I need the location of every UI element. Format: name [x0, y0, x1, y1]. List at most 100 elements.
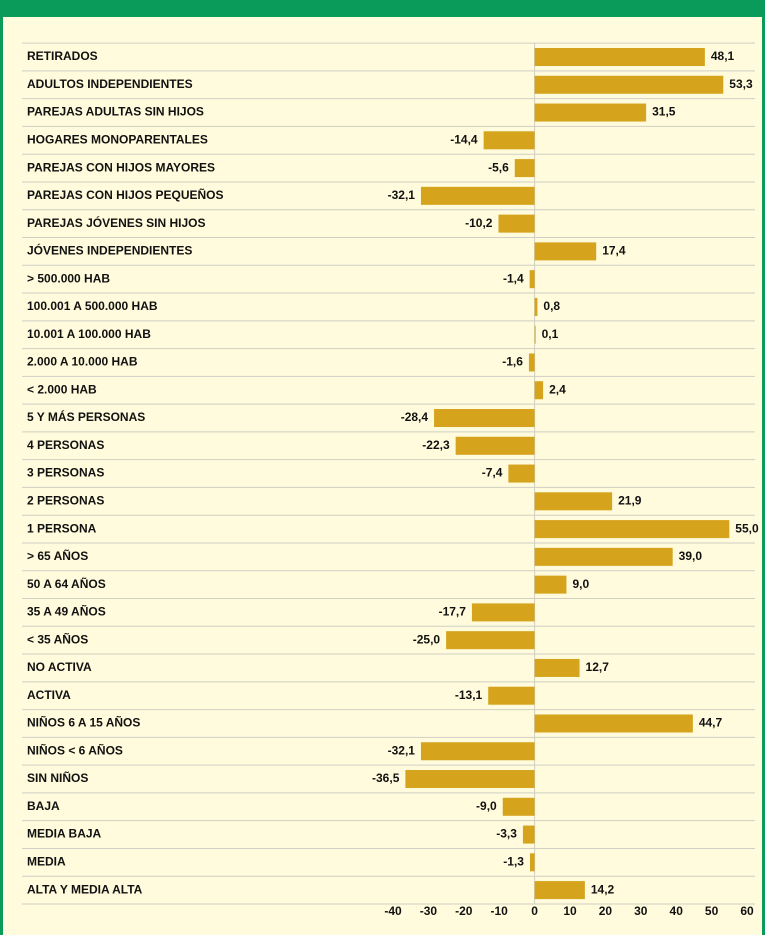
- value-label: 55,0: [735, 521, 759, 535]
- category-label: NO ACTIVA: [27, 660, 92, 674]
- bar: [529, 270, 535, 289]
- category-label: 10.001 A 100.000 HAB: [27, 327, 151, 341]
- bar: [502, 797, 535, 816]
- category-label: HOGARES MONOPARENTALES: [27, 132, 208, 146]
- x-tick-label: -30: [420, 904, 438, 918]
- category-label: RETIRADOS: [27, 49, 98, 63]
- x-tick-label: 0: [531, 904, 538, 918]
- category-label: PAREJAS CON HIJOS MAYORES: [27, 160, 215, 174]
- value-label: 9,0: [572, 577, 589, 591]
- value-label: 39,0: [679, 549, 703, 563]
- value-label: -13,1: [455, 688, 483, 702]
- category-label: 35 A 49 AÑOS: [27, 604, 106, 619]
- category-label: 3 PERSONAS: [27, 466, 104, 480]
- bar: [420, 742, 535, 761]
- category-label: PAREJAS CON HIJOS PEQUEÑOS: [27, 187, 224, 202]
- category-label: 1 PERSONA: [27, 521, 97, 535]
- category-label: > 500.000 HAB: [27, 271, 110, 285]
- x-tick-label: 20: [599, 904, 613, 918]
- category-label: ADULTOS INDEPENDIENTES: [27, 77, 193, 91]
- category-label: NIÑOS 6 A 15 AÑOS: [27, 715, 140, 730]
- value-label: 31,5: [652, 105, 676, 119]
- value-label: -7,4: [482, 466, 503, 480]
- bar: [534, 547, 673, 566]
- bar: [534, 103, 647, 122]
- x-tick-label: 40: [670, 904, 684, 918]
- x-tick-label: -10: [491, 904, 509, 918]
- value-label: -9,0: [476, 799, 497, 813]
- bar: [534, 48, 705, 66]
- value-label: 0,8: [543, 299, 560, 313]
- bar: [534, 520, 730, 539]
- category-label: ALTA Y MEDIA ALTA: [27, 882, 143, 896]
- category-label: SIN NIÑOS: [27, 770, 88, 785]
- category-label: < 2.000 HAB: [27, 382, 97, 396]
- bar: [534, 575, 567, 594]
- x-tick-label: 50: [705, 904, 719, 918]
- value-label: -3,3: [496, 827, 517, 841]
- value-label: -1,3: [503, 855, 524, 869]
- bar: [528, 353, 535, 372]
- value-label: -28,4: [401, 410, 429, 424]
- value-label: 14,2: [591, 882, 615, 896]
- bar: [534, 75, 724, 94]
- value-label: -36,5: [372, 771, 400, 785]
- bar: [534, 658, 580, 677]
- value-label: -5,6: [488, 160, 509, 174]
- bar: [534, 325, 536, 344]
- x-tick-label: -40: [384, 904, 402, 918]
- bar: [534, 297, 538, 316]
- x-tick-label: -20: [455, 904, 473, 918]
- category-label: 50 A 64 AÑOS: [27, 576, 106, 591]
- value-label: -17,7: [439, 605, 467, 619]
- bar: [405, 770, 535, 789]
- category-label: 5 Y MÁS PERSONAS: [27, 409, 145, 424]
- value-label: 0,1: [542, 327, 559, 341]
- category-label: MEDIA BAJA: [27, 827, 102, 841]
- value-label: -25,0: [413, 632, 441, 646]
- category-label: 100.001 A 500.000 HAB: [27, 299, 158, 313]
- value-label: 53,3: [729, 77, 753, 91]
- value-label: -32,1: [388, 188, 416, 202]
- bar: [488, 686, 535, 705]
- x-tick-label: 30: [634, 904, 648, 918]
- plot-background: [3, 17, 762, 935]
- value-label: 12,7: [586, 660, 610, 674]
- bar: [534, 881, 585, 900]
- category-label: 2 PERSONAS: [27, 493, 104, 507]
- bar: [534, 242, 597, 261]
- category-label: PAREJAS ADULTAS SIN HIJOS: [27, 105, 204, 119]
- bar: [471, 603, 535, 622]
- value-label: -32,1: [388, 743, 416, 757]
- category-label: NIÑOS < 6 AÑOS: [27, 742, 123, 757]
- category-label: JÓVENES INDEPENDIENTES: [27, 243, 192, 258]
- category-label: PAREJAS JÓVENES SIN HIJOS: [27, 215, 206, 230]
- value-label: -14,4: [450, 132, 478, 146]
- x-tick-label: 60: [740, 904, 754, 918]
- bar: [446, 631, 535, 650]
- value-label: 2,4: [549, 382, 566, 396]
- bar: [534, 381, 544, 400]
- bar: [434, 409, 535, 428]
- category-label: 2.000 A 10.000 HAB: [27, 355, 138, 369]
- x-tick-label: 10: [563, 904, 577, 918]
- value-label: -1,6: [502, 355, 523, 369]
- value-label: -22,3: [422, 438, 450, 452]
- bar: [455, 436, 535, 455]
- value-label: 17,4: [602, 244, 626, 258]
- bar: [483, 131, 535, 150]
- value-label: 21,9: [618, 493, 642, 507]
- bar: [498, 214, 535, 233]
- category-label: < 35 AÑOS: [27, 631, 88, 646]
- value-label: 44,7: [699, 716, 723, 730]
- bar: [514, 159, 535, 178]
- bar: [534, 714, 693, 733]
- value-label: -10,2: [465, 216, 493, 230]
- category-label: ACTIVA: [27, 688, 71, 702]
- bar: [508, 464, 535, 483]
- category-label: 4 PERSONAS: [27, 438, 104, 452]
- category-label: > 65 AÑOS: [27, 548, 88, 563]
- value-label: 48,1: [711, 49, 735, 63]
- value-label: -1,4: [503, 271, 524, 285]
